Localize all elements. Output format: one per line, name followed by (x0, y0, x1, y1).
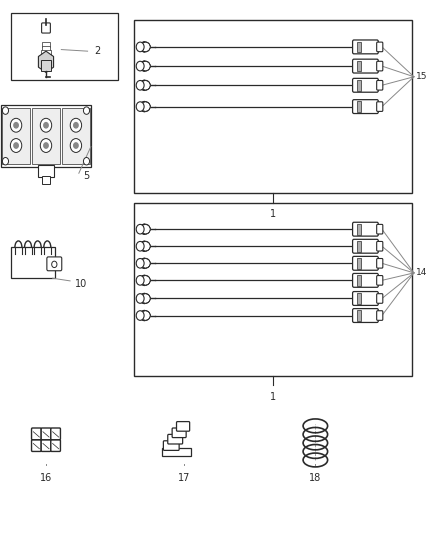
FancyBboxPatch shape (353, 59, 378, 73)
FancyBboxPatch shape (353, 292, 378, 305)
Text: 2: 2 (94, 46, 100, 56)
FancyBboxPatch shape (377, 61, 383, 71)
FancyBboxPatch shape (353, 273, 378, 287)
Bar (357, 224, 361, 235)
Circle shape (136, 276, 144, 285)
FancyBboxPatch shape (163, 441, 179, 450)
FancyBboxPatch shape (47, 257, 62, 271)
FancyBboxPatch shape (41, 440, 51, 451)
Bar (42, 46, 50, 51)
Bar (357, 241, 361, 252)
Circle shape (44, 123, 48, 128)
FancyBboxPatch shape (353, 100, 378, 114)
FancyBboxPatch shape (377, 102, 383, 111)
FancyBboxPatch shape (377, 259, 383, 268)
Bar (357, 61, 361, 71)
Circle shape (83, 107, 89, 115)
FancyBboxPatch shape (353, 309, 378, 322)
Circle shape (74, 123, 78, 128)
Circle shape (74, 143, 78, 148)
Circle shape (40, 118, 52, 132)
Bar (41, 54, 51, 60)
FancyBboxPatch shape (177, 422, 190, 431)
FancyBboxPatch shape (377, 224, 383, 234)
Bar (38, 165, 54, 177)
FancyBboxPatch shape (377, 294, 383, 303)
Bar (357, 42, 361, 52)
Bar (134, 203, 412, 376)
Circle shape (70, 139, 81, 152)
Circle shape (11, 139, 22, 152)
Circle shape (40, 139, 52, 152)
Circle shape (136, 42, 144, 52)
Circle shape (136, 224, 144, 234)
FancyBboxPatch shape (172, 428, 186, 438)
FancyBboxPatch shape (32, 428, 41, 440)
Circle shape (3, 158, 9, 165)
FancyBboxPatch shape (377, 276, 383, 285)
FancyBboxPatch shape (41, 428, 51, 440)
Circle shape (136, 80, 144, 90)
FancyBboxPatch shape (353, 78, 378, 92)
Circle shape (136, 311, 144, 320)
Circle shape (14, 143, 18, 148)
Text: 16: 16 (40, 473, 52, 483)
Bar (32, 108, 60, 164)
FancyBboxPatch shape (353, 40, 378, 54)
Circle shape (136, 102, 144, 111)
Bar (1, 106, 91, 166)
Bar (357, 80, 361, 91)
FancyBboxPatch shape (353, 256, 378, 270)
Circle shape (136, 241, 144, 251)
FancyBboxPatch shape (51, 428, 60, 440)
Bar (62, 108, 89, 164)
Bar (11, 247, 55, 278)
FancyBboxPatch shape (32, 440, 41, 451)
FancyBboxPatch shape (168, 434, 183, 444)
FancyBboxPatch shape (377, 80, 383, 90)
Circle shape (136, 259, 144, 268)
Bar (41, 50, 51, 55)
Bar (162, 448, 191, 456)
Bar (11, 13, 118, 80)
Bar (357, 101, 361, 112)
FancyBboxPatch shape (377, 42, 383, 52)
Text: 14: 14 (416, 269, 427, 277)
FancyBboxPatch shape (51, 440, 60, 451)
Bar (357, 310, 361, 321)
FancyBboxPatch shape (353, 239, 378, 253)
Bar (357, 293, 361, 304)
Text: 15: 15 (416, 72, 427, 81)
Text: 1: 1 (270, 392, 276, 402)
FancyBboxPatch shape (377, 311, 383, 320)
FancyBboxPatch shape (42, 23, 50, 33)
Text: 18: 18 (309, 473, 321, 483)
Circle shape (52, 261, 57, 268)
Bar (41, 60, 51, 71)
Bar (42, 176, 50, 184)
Circle shape (136, 294, 144, 303)
Circle shape (3, 107, 9, 115)
Polygon shape (39, 51, 53, 72)
FancyBboxPatch shape (353, 222, 378, 236)
Circle shape (14, 123, 18, 128)
Circle shape (44, 143, 48, 148)
FancyBboxPatch shape (377, 241, 383, 251)
Circle shape (83, 158, 89, 165)
Bar (3, 108, 30, 164)
Bar (357, 275, 361, 286)
Bar (42, 42, 50, 47)
Text: 17: 17 (178, 473, 190, 483)
Bar (357, 258, 361, 269)
Circle shape (70, 118, 81, 132)
Bar (134, 20, 412, 193)
Circle shape (136, 61, 144, 71)
Text: 1: 1 (270, 209, 276, 219)
Circle shape (11, 118, 22, 132)
Text: 5: 5 (83, 171, 89, 181)
Text: 10: 10 (74, 279, 87, 288)
